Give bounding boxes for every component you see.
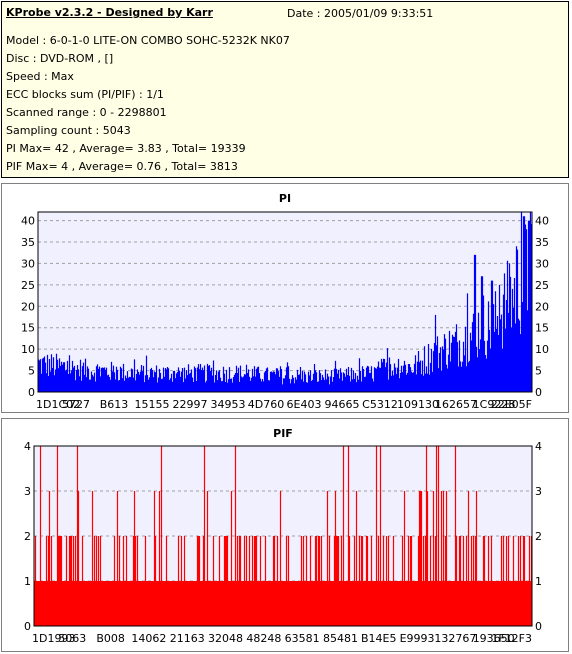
y-tick-label-left: 20 bbox=[21, 300, 35, 313]
x-tick-label: C5312 bbox=[362, 398, 398, 411]
x-tick-label: 22997 bbox=[173, 398, 208, 411]
y-tick-label-right: 3 bbox=[535, 485, 542, 498]
x-tick-label: 1C9228 bbox=[473, 398, 516, 411]
x-tick-label: 94665 bbox=[325, 398, 360, 411]
x-tick-label: 1D1C02 bbox=[36, 398, 80, 411]
x-tick-label: 109130 bbox=[397, 398, 439, 411]
x-tick-label: 34953 bbox=[211, 398, 246, 411]
x-tick-label: 162657 bbox=[435, 398, 477, 411]
y-tick-label-right: 35 bbox=[535, 236, 549, 249]
y-tick-label-right: 40 bbox=[535, 215, 549, 228]
x-tick-label: 22E05F bbox=[491, 398, 532, 411]
y-tick-label-left: 30 bbox=[21, 257, 35, 270]
y-tick-label-right: 15 bbox=[535, 322, 549, 335]
y-tick-label-right: 1 bbox=[535, 575, 542, 588]
x-tick-label: 63581 bbox=[285, 632, 320, 645]
y-tick-label-left: 10 bbox=[21, 343, 35, 356]
x-tick-label: 15155 bbox=[135, 398, 170, 411]
y-tick-label-right: 5 bbox=[535, 365, 542, 378]
x-tick-label: B008 bbox=[96, 632, 125, 645]
x-tick-label: B613 bbox=[100, 398, 129, 411]
y-tick-label-left: 15 bbox=[21, 322, 35, 335]
y-tick-label-left: 2 bbox=[24, 530, 31, 543]
x-tick-label: 5063 bbox=[58, 632, 86, 645]
y-tick-label-left: 35 bbox=[21, 236, 35, 249]
x-tick-label: 32048 bbox=[208, 632, 243, 645]
info-disc: Disc : DVD-ROM , [] bbox=[6, 52, 114, 65]
y-tick-label-right: 25 bbox=[535, 279, 549, 292]
x-tick-label: 132767 bbox=[434, 632, 476, 645]
pi-chart-panel: PI 0 0 5 5 10 10 15 15 20 20 25 25 30 30 35 35 40 40 1D1C02… bbox=[1, 183, 569, 413]
info-range: Scanned range : 0 - 2298801 bbox=[6, 106, 167, 119]
pif-chart-panel: PIF 0 0 1 1 2 2 3 3 4 4 1D1993 5063 B008 14062 21163 320… bbox=[1, 418, 569, 652]
x-tick-label: E9993 bbox=[400, 632, 435, 645]
x-tick-label: 1D1993 bbox=[32, 632, 75, 645]
y-tick-label-right: 10 bbox=[535, 343, 549, 356]
y-tick-label-left: 25 bbox=[21, 279, 35, 292]
plot-frame bbox=[33, 445, 533, 627]
info-pif-stats: PIF Max= 4 , Average= 0.76 , Total= 3813 bbox=[6, 160, 238, 173]
y-tick-label-left: 3 bbox=[24, 485, 31, 498]
info-pi-stats: PI Max= 42 , Average= 3.83 , Total= 1933… bbox=[6, 142, 246, 155]
y-tick-label-right: 20 bbox=[535, 300, 549, 313]
info-ecc: ECC blocks sum (PI/PIF) : 1/1 bbox=[6, 88, 164, 101]
info-speed: Speed : Max bbox=[6, 70, 74, 83]
y-tick-label-left: 1 bbox=[24, 575, 31, 588]
y-tick-label-left: 5 bbox=[28, 365, 35, 378]
info-panel: KProbe v2.3.2 - Designed by Karr Date : … bbox=[1, 1, 569, 178]
x-tick-label: 48248 bbox=[246, 632, 281, 645]
y-tick-label-right: 30 bbox=[535, 257, 549, 270]
info-sampling: Sampling count : 5043 bbox=[6, 124, 131, 137]
y-tick-label-left: 0 bbox=[28, 386, 35, 399]
x-tick-label: 21163 bbox=[170, 632, 205, 645]
x-tick-label: 85481 bbox=[323, 632, 358, 645]
y-tick-label-right: 4 bbox=[535, 440, 542, 453]
info-model: Model : 6-0-1-0 LITE-ON COMBO SOHC-5232K… bbox=[6, 34, 290, 47]
y-tick-label-left: 0 bbox=[24, 620, 31, 633]
x-tick-label: 14062 bbox=[131, 632, 166, 645]
y-tick-label-right: 0 bbox=[535, 620, 542, 633]
x-tick-label: 193650 bbox=[473, 632, 515, 645]
x-tick-label: B14E5 bbox=[361, 632, 397, 645]
x-tick-label: 5727 bbox=[62, 398, 90, 411]
pi-chart: PI 0 0 5 5 10 10 15 15 20 20 25 25 30 30 35 35 40 40 1D1C02… bbox=[21, 192, 549, 411]
plot-frame bbox=[37, 211, 533, 393]
app-title: KProbe v2.3.2 - Designed by Karr bbox=[6, 6, 213, 19]
y-tick-label-left: 40 bbox=[21, 215, 35, 228]
x-tick-label: 4D760 bbox=[248, 398, 284, 411]
chart-title: PIF bbox=[273, 427, 293, 440]
x-tick-label: 1F12F3 bbox=[491, 632, 532, 645]
x-tick-label: 6E403 bbox=[287, 398, 322, 411]
y-tick-label-right: 0 bbox=[535, 386, 542, 399]
y-tick-label-right: 2 bbox=[535, 530, 542, 543]
scan-date: Date : 2005/01/09 9:33:51 bbox=[287, 7, 434, 20]
y-tick-label-left: 4 bbox=[24, 440, 31, 453]
chart-title: PI bbox=[279, 192, 291, 205]
